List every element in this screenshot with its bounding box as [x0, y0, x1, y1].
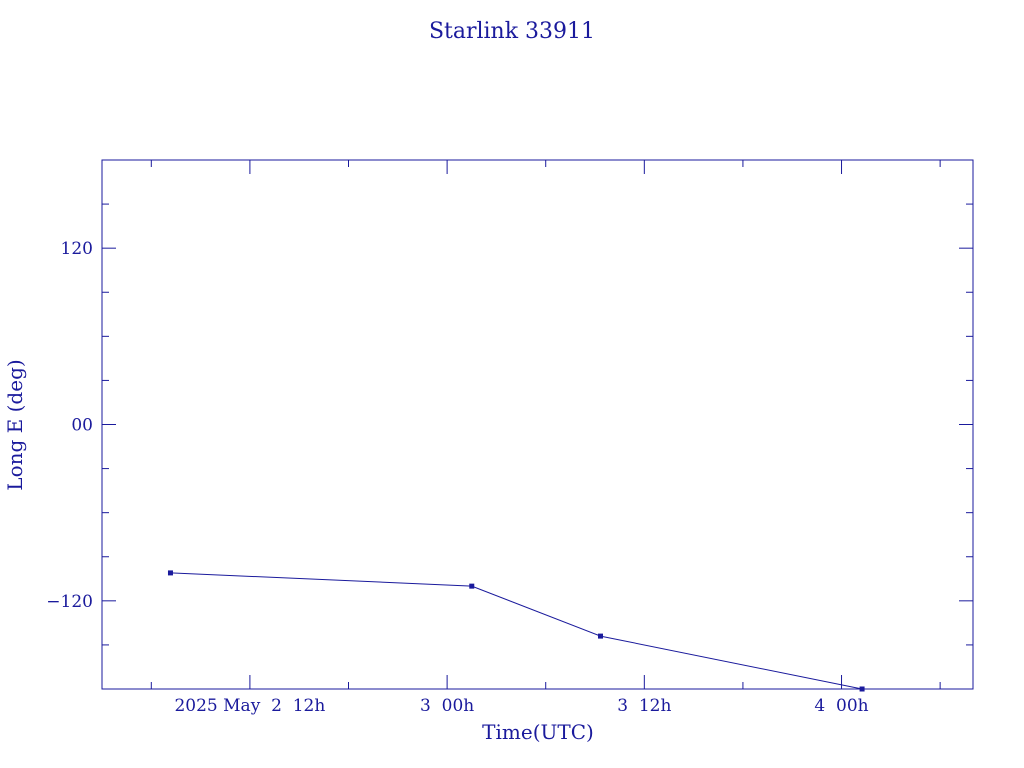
data-point [469, 583, 475, 589]
data-point [167, 570, 173, 576]
x-tick-label: 3 12h [617, 696, 671, 716]
chart-title: Starlink 33911 [429, 19, 595, 44]
x-tick-label: 2025 May 2 12h [174, 696, 325, 716]
data-point [859, 686, 865, 692]
tick-labels: 2025 May 2 12h 3 00h 3 12h 4 00h 120 00 −120 [46, 239, 868, 716]
axis-ticks [102, 160, 973, 689]
plot-frame [101, 159, 974, 690]
x-tick-label: 4 00h [814, 696, 868, 716]
y-tick-label: −120 [46, 592, 93, 612]
series-group [167, 570, 865, 692]
y-tick-label: 00 [71, 416, 93, 436]
data-point [597, 633, 603, 639]
x-tick-label: 3 00h [420, 696, 474, 716]
y-tick-label: 120 [61, 239, 93, 259]
x-axis-label: Time(UTC) [482, 720, 594, 744]
y-axis-label: Long E (deg) [3, 359, 27, 490]
series-line [170, 572, 863, 690]
